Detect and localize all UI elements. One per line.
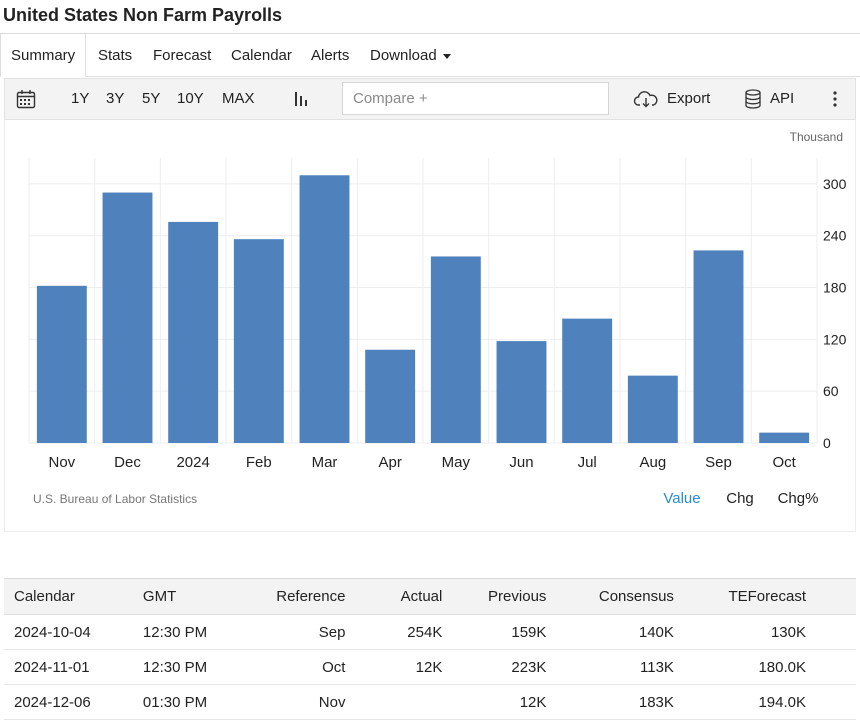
y-tick-label: 300 — [823, 176, 847, 192]
bar-apr[interactable] — [365, 349, 416, 443]
cell-teforecast: 194.0K — [683, 684, 856, 720]
cell-gmt: 01:30 PM — [132, 684, 242, 720]
x-tick-label: Mar — [312, 454, 338, 471]
cell-reference: Oct — [241, 649, 356, 685]
bar-feb[interactable] — [233, 239, 284, 443]
cell-teforecast: 130K — [683, 614, 856, 650]
tab-calendar[interactable]: Calendar — [231, 47, 292, 64]
x-tick-label: Nov — [48, 454, 75, 471]
y-tick-label: 240 — [823, 228, 847, 244]
y-tick-label: 0 — [823, 435, 831, 451]
tab-alerts[interactable]: Alerts — [311, 47, 350, 64]
header-previous: Previous — [452, 578, 557, 615]
table-row: 2024-10-04 12:30 PM Sep 254K 159K 140K 1… — [4, 614, 856, 650]
bar-2024[interactable] — [168, 221, 219, 443]
table-row: 2024-12-06 01:30 PM Nov 12K 183K 194.0K — [4, 684, 856, 720]
cell-consensus: 183K — [556, 684, 684, 720]
page-title: United States Non Farm Payrolls — [3, 5, 283, 25]
y-tick-label: 60 — [823, 383, 839, 399]
tab-download[interactable]: Download — [370, 34, 451, 77]
table-header-row: Calendar GMT Reference Actual Previous C… — [4, 578, 856, 615]
range-max-button[interactable]: MAX — [222, 90, 255, 107]
compare-input[interactable] — [342, 82, 609, 115]
x-tick-label: Dec — [114, 454, 141, 471]
tab-summary[interactable]: Summary — [0, 33, 87, 77]
header-actual: Actual — [355, 578, 453, 615]
x-tick-label: Jul — [578, 454, 597, 471]
x-tick-label: May — [442, 454, 471, 471]
cell-actual: 254K — [355, 614, 453, 650]
cell-consensus: 140K — [556, 614, 684, 650]
chart-panel: Nov Dec 2024 Feb Mar Apr May Jun Jul Aug Sep Oct 0 6… — [4, 120, 856, 532]
more-vertical-icon[interactable] — [831, 90, 839, 108]
cell-reference: Sep — [241, 614, 356, 650]
cell-previous: 12K — [452, 684, 557, 720]
x-tick-label: 2024 — [176, 454, 209, 471]
range-10y-button[interactable]: 10Y — [177, 90, 204, 107]
bar-chart: Nov Dec 2024 Feb Mar Apr May Jun Jul Aug Sep Oct 0 6… — [28, 130, 847, 507]
caret-down-icon — [442, 53, 451, 59]
database-icon — [745, 89, 761, 109]
y-tick-label: 120 — [823, 331, 847, 347]
bar-may[interactable] — [430, 256, 481, 443]
header-reference: Reference — [241, 578, 356, 615]
bar-mar[interactable] — [299, 175, 350, 443]
x-tick-label: Apr — [378, 454, 401, 471]
bar-chart-icon[interactable] — [293, 89, 311, 109]
source-label: U.S. Bureau of Labor Statistics — [33, 492, 197, 506]
option-value[interactable]: Value — [663, 490, 700, 507]
header-calendar: Calendar — [4, 578, 133, 615]
x-tick-label: Jun — [509, 454, 533, 471]
cell-calendar: 2024-10-04 — [4, 614, 133, 650]
option-chg-pct[interactable]: Chg% — [778, 490, 819, 507]
bar-jun[interactable] — [496, 341, 547, 443]
unit-label: Thousand — [790, 130, 843, 144]
tab-forecast[interactable]: Forecast — [153, 47, 212, 64]
api-button[interactable]: API — [744, 79, 794, 119]
tab-bar: Summary Stats Forecast Calendar Alerts D… — [0, 33, 860, 77]
range-5y-button[interactable]: 5Y — [142, 90, 161, 107]
header-consensus: Consensus — [556, 578, 684, 615]
bar-sep[interactable] — [693, 250, 744, 443]
cell-previous: 223K — [452, 649, 557, 685]
cell-gmt: 12:30 PM — [132, 614, 242, 650]
cell-reference: Nov — [241, 684, 356, 720]
export-label: Export — [667, 90, 711, 107]
calendar-table: Calendar GMT Reference Actual Previous C… — [4, 578, 856, 720]
calendar-icon[interactable] — [15, 88, 37, 110]
cell-consensus: 113K — [556, 649, 684, 685]
cell-actual — [355, 684, 453, 720]
range-1y-button[interactable]: 1Y — [71, 90, 90, 107]
cell-calendar: 2024-11-01 — [4, 649, 133, 685]
cell-teforecast: 180.0K — [683, 649, 856, 685]
bar-oct[interactable] — [759, 432, 810, 443]
range-3y-button[interactable]: 3Y — [106, 90, 125, 107]
table-row: 2024-11-01 12:30 PM Oct 12K 223K 113K 18… — [4, 649, 856, 685]
cell-previous: 159K — [452, 614, 557, 650]
header-gmt: GMT — [132, 578, 242, 615]
cloud-download-icon — [633, 91, 658, 108]
x-tick-label: Oct — [772, 454, 796, 471]
y-tick-label: 180 — [823, 280, 847, 296]
bar-jul[interactable] — [562, 318, 613, 443]
tab-download-label: Download — [370, 47, 437, 64]
tab-stats[interactable]: Stats — [98, 47, 133, 64]
header-teforecast: TEForecast — [683, 578, 856, 615]
cell-calendar: 2024-12-06 — [4, 684, 133, 720]
api-label: API — [770, 90, 795, 107]
x-tick-label: Aug — [639, 454, 666, 471]
cell-actual: 12K — [355, 649, 453, 685]
cell-gmt: 12:30 PM — [132, 649, 242, 685]
x-tick-label: Sep — [705, 454, 732, 471]
export-button[interactable]: Export — [633, 79, 710, 119]
bar-aug[interactable] — [627, 375, 678, 443]
bar-nov[interactable] — [36, 285, 87, 443]
x-tick-label: Feb — [246, 454, 272, 471]
bar-dec[interactable] — [102, 192, 153, 443]
chart-toolbar: 1Y 3Y 5Y 10Y MAX Export API — [4, 78, 856, 120]
option-chg[interactable]: Chg — [726, 490, 754, 507]
